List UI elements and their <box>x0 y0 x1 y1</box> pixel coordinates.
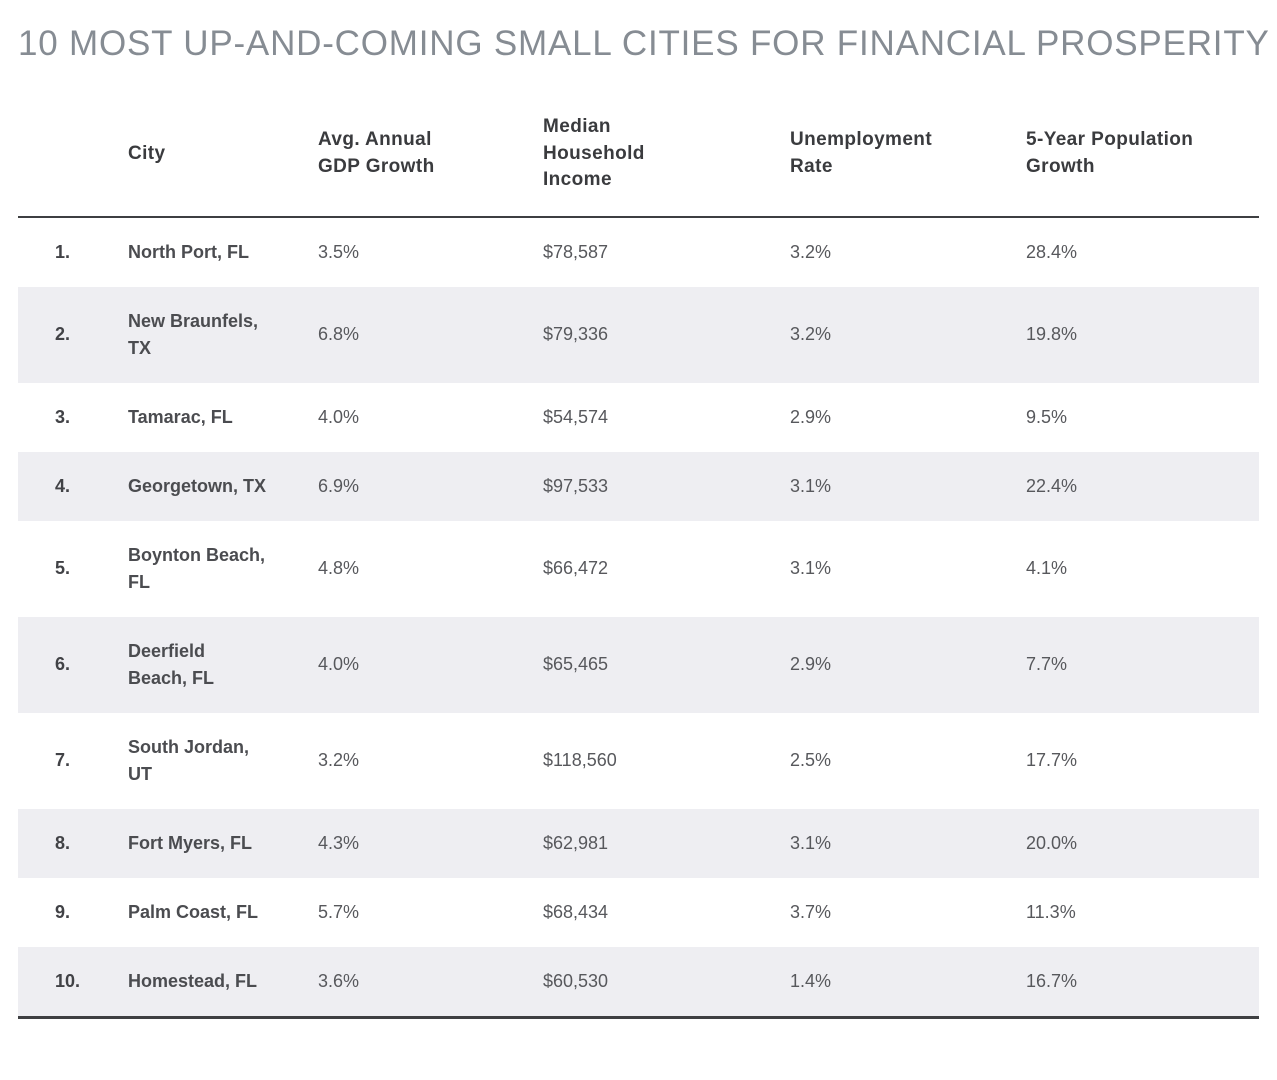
table-body: 1. North Port, FL 3.5% $78,587 3.2% 28.4… <box>18 217 1259 1018</box>
row-unemployment-rate: 3.1% <box>790 832 832 853</box>
row-population-growth: 28.4% <box>1026 241 1078 262</box>
row-population-growth: 22.4% <box>1026 475 1078 496</box>
row-median-income: $97,533 <box>543 475 609 496</box>
row-population-growth: 11.3% <box>1026 901 1076 922</box>
row-rank: 4. <box>55 475 71 496</box>
table-header: City Avg. Annual GDP Growth Median House… <box>18 92 1259 217</box>
row-rank: 5. <box>55 558 71 579</box>
row-rank: 2. <box>55 324 71 345</box>
row-gdp-growth: 3.5% <box>318 241 360 262</box>
row-unemployment-rate: 3.7% <box>790 901 832 922</box>
table-row: 1. North Port, FL 3.5% $78,587 3.2% 28.4… <box>18 217 1259 287</box>
row-city: Homestead, FL <box>128 970 258 991</box>
table-row: 7. South Jordan, UT 3.2% $118,560 2.5% 1… <box>18 713 1259 809</box>
cities-table: City Avg. Annual GDP Growth Median House… <box>18 92 1259 1019</box>
row-unemployment-rate: 3.1% <box>790 558 832 579</box>
header-row: City Avg. Annual GDP Growth Median House… <box>18 92 1259 217</box>
table-row: 9. Palm Coast, FL 5.7% $68,434 3.7% 11.3… <box>18 878 1259 947</box>
row-gdp-growth: 3.2% <box>318 750 360 771</box>
row-rank: 7. <box>55 750 71 771</box>
row-median-income: $68,434 <box>543 901 609 922</box>
row-rank: 6. <box>55 654 71 675</box>
row-population-growth: 20.0% <box>1026 832 1078 853</box>
column-header-unemployment-rate: Unemployment Rate <box>790 129 933 177</box>
row-population-growth: 4.1% <box>1026 558 1068 579</box>
table-row: 2. New Braunfels, TX 6.8% $79,336 3.2% 1… <box>18 286 1259 383</box>
row-population-growth: 17.7% <box>1026 750 1078 771</box>
row-city: Georgetown, TX <box>128 475 267 496</box>
row-population-growth: 7.7% <box>1026 654 1068 675</box>
row-unemployment-rate: 2.9% <box>790 654 832 675</box>
row-unemployment-rate: 2.5% <box>790 750 832 771</box>
row-median-income: $118,560 <box>543 750 617 771</box>
row-population-growth: 16.7% <box>1026 970 1078 991</box>
row-city: Tamarac, FL <box>128 406 233 427</box>
row-gdp-growth: 3.6% <box>318 970 360 991</box>
table-row: 6. Deerfield Beach, FL 4.0% $65,465 2.9%… <box>18 616 1259 713</box>
row-unemployment-rate: 3.2% <box>790 241 832 262</box>
row-median-income: $60,530 <box>543 970 609 991</box>
row-median-income: $65,465 <box>543 654 609 675</box>
row-city: South Jordan, UT <box>128 736 249 784</box>
column-header-rank <box>18 92 128 217</box>
table-row: 8. Fort Myers, FL 4.3% $62,981 3.1% 20.0… <box>18 808 1259 878</box>
row-gdp-growth: 6.8% <box>318 324 360 345</box>
table-row: 3. Tamarac, FL 4.0% $54,574 2.9% 9.5% <box>18 383 1259 452</box>
row-rank: 10. <box>55 970 81 991</box>
row-city: Palm Coast, FL <box>128 901 259 922</box>
column-header-median-income: Median Household Income <box>543 116 645 191</box>
row-gdp-growth: 4.0% <box>318 406 360 427</box>
row-median-income: $54,574 <box>543 406 609 427</box>
row-unemployment-rate: 3.1% <box>790 475 832 496</box>
row-unemployment-rate: 2.9% <box>790 406 832 427</box>
row-city: Boynton Beach, FL <box>128 544 266 592</box>
row-rank: 3. <box>55 406 71 427</box>
row-gdp-growth: 6.9% <box>318 475 360 496</box>
row-city: New Braunfels, TX <box>128 310 259 358</box>
row-gdp-growth: 4.0% <box>318 654 360 675</box>
row-population-growth: 19.8% <box>1026 324 1078 345</box>
column-header-population-growth: 5-Year Population Growth <box>1026 129 1194 177</box>
row-city: Fort Myers, FL <box>128 832 253 853</box>
row-population-growth: 9.5% <box>1026 406 1068 427</box>
table-row: 4. Georgetown, TX 6.9% $97,533 3.1% 22.4… <box>18 451 1259 521</box>
row-city: Deerfield Beach, FL <box>128 640 215 688</box>
row-gdp-growth: 4.3% <box>318 832 360 853</box>
row-unemployment-rate: 3.2% <box>790 324 832 345</box>
row-rank: 8. <box>55 832 71 853</box>
row-median-income: $79,336 <box>543 324 609 345</box>
column-header-gdp-growth: Avg. Annual GDP Growth <box>318 129 435 177</box>
table-row: 10. Homestead, FL 3.6% $60,530 1.4% 16.7… <box>18 946 1259 1018</box>
row-rank: 9. <box>55 901 71 922</box>
row-unemployment-rate: 1.4% <box>790 970 832 991</box>
row-median-income: $78,587 <box>543 241 609 262</box>
row-median-income: $62,981 <box>543 832 609 853</box>
row-rank: 1. <box>55 241 71 262</box>
row-median-income: $66,472 <box>543 558 609 579</box>
column-header-city: City <box>128 142 166 164</box>
row-gdp-growth: 5.7% <box>318 901 360 922</box>
row-gdp-growth: 4.8% <box>318 558 360 579</box>
row-city: North Port, FL <box>128 241 249 262</box>
table-row: 5. Boynton Beach, FL 4.8% $66,472 3.1% 4… <box>18 521 1259 617</box>
page-title: 10 MOST UP-AND-COMING SMALL CITIES FOR F… <box>18 24 1270 63</box>
